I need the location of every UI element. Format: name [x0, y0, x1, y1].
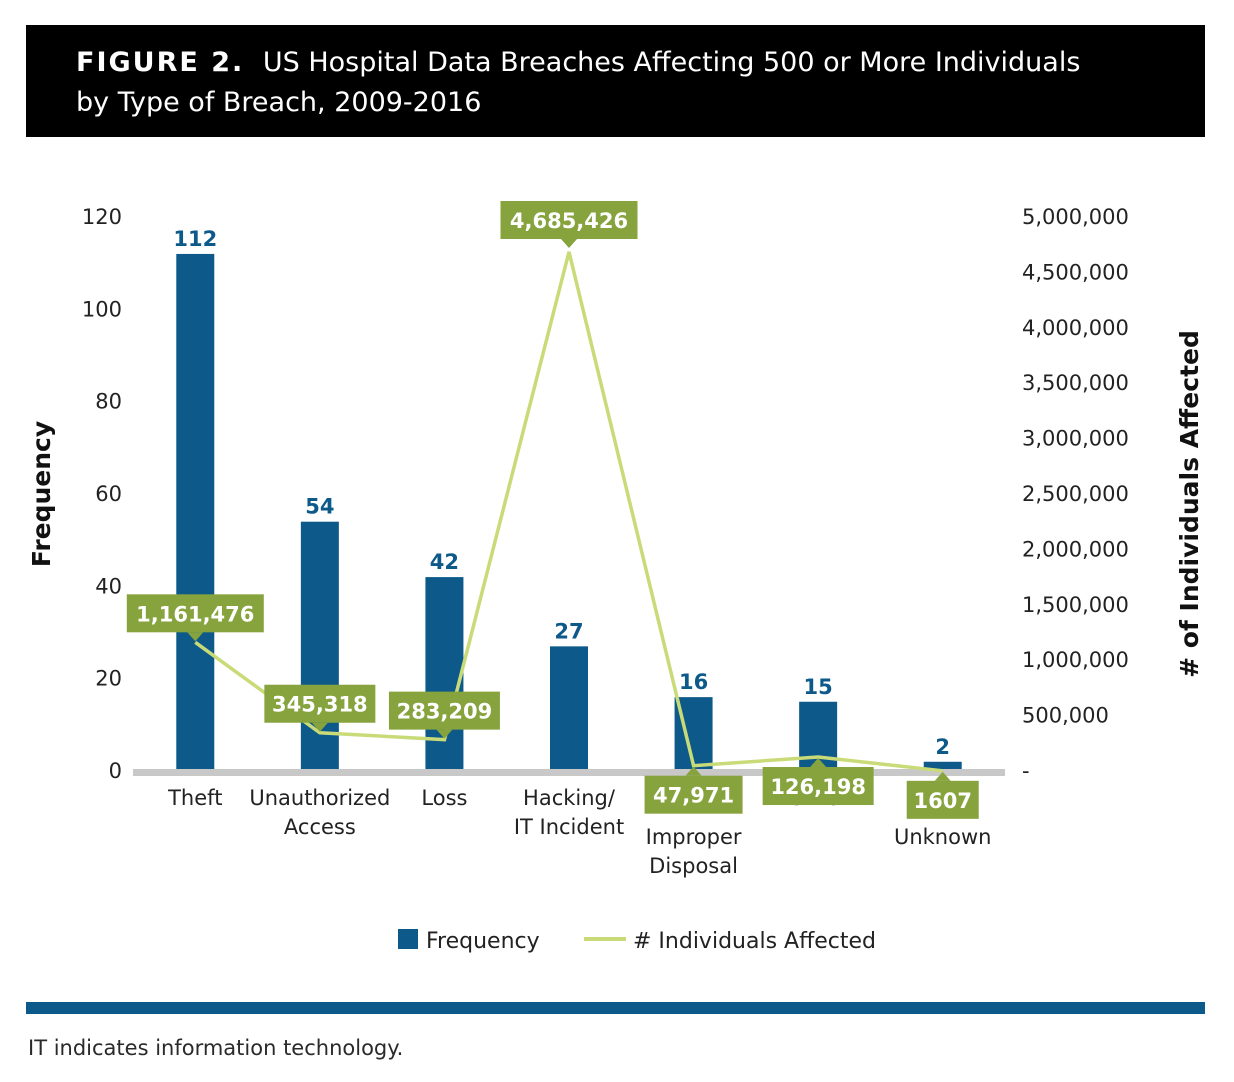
- legend-frequency-swatch: [398, 929, 418, 949]
- right-axis-title: # of Individuals Affected: [1175, 330, 1204, 678]
- individuals-data-label: 283,209: [397, 700, 493, 724]
- category-label: Hacking/: [523, 786, 616, 810]
- frequency-data-label: 15: [804, 675, 833, 699]
- individuals-callout-box: [388, 691, 500, 730]
- category-label: Improper: [646, 825, 742, 849]
- legend-frequency-label: Frequency: [426, 929, 540, 954]
- individuals-affected-line: [194, 251, 943, 773]
- individuals-callout-box: [644, 775, 743, 814]
- left-axis-tick-label: 0: [109, 759, 122, 783]
- individuals-data-label: 345,318: [272, 693, 368, 717]
- figure-label: FIGURE 2.: [76, 47, 245, 78]
- footnote: IT indicates information technology.: [28, 1036, 404, 1060]
- frequency-bar: [425, 577, 464, 771]
- frequency-data-label: 16: [679, 670, 708, 694]
- frequency-bar: [550, 646, 588, 771]
- figure-title-continued: by Type of Breach, 2009-2016: [76, 87, 482, 118]
- x-axis-baseline: [133, 769, 1005, 776]
- category-label: Loss: [421, 786, 467, 810]
- frequency-bar: [176, 253, 215, 771]
- right-axis-tick-label: -: [1022, 759, 1030, 783]
- bottom-rule: [26, 1002, 1205, 1014]
- right-axis-tick-label: 1,500,000: [1022, 593, 1129, 617]
- right-axis-tick-label: 4,500,000: [1022, 260, 1129, 284]
- left-axis-tick-label: 20: [95, 667, 122, 691]
- right-axis-tick-label: 1,000,000: [1022, 648, 1129, 672]
- individuals-callout-pointer: [561, 239, 577, 248]
- frequency-data-label: 54: [305, 495, 334, 519]
- individuals-callout-box: [264, 684, 376, 723]
- figure-header: FIGURE 2. US Hospital Data Breaches Affe…: [26, 25, 1205, 137]
- frequency-data-label: 27: [554, 619, 583, 643]
- frequency-data-label: 2: [935, 735, 950, 759]
- category-label: Theft: [167, 786, 222, 810]
- left-axis-tick-label: 100: [82, 297, 122, 321]
- individuals-callout-pointer: [810, 758, 827, 768]
- left-axis-tick-label: 40: [95, 574, 122, 598]
- individuals-callout-box: [906, 780, 979, 819]
- individuals-data-label: 4,685,426: [510, 209, 628, 233]
- individuals-callout-box: [126, 594, 264, 633]
- figure-title: US Hospital Data Breaches Affecting 500 …: [262, 47, 1081, 78]
- frequency-data-label: 112: [173, 227, 217, 251]
- frequency-data-label: 42: [430, 550, 459, 574]
- individuals-data-label: 1607: [913, 789, 971, 813]
- individuals-callout-pointer: [934, 771, 951, 781]
- category-label: Access: [284, 815, 356, 839]
- frequency-bar: [923, 761, 962, 771]
- right-axis-tick-label: 2,000,000: [1022, 537, 1129, 561]
- right-axis-tick-label: 2,500,000: [1022, 482, 1129, 506]
- individuals-data-label: 47,971: [653, 784, 734, 808]
- individuals-data-label: 1,161,476: [136, 602, 254, 626]
- right-axis-tick-label: 4,000,000: [1022, 316, 1129, 340]
- left-axis-tick-label: 120: [82, 205, 122, 229]
- category-label: Unauthorized: [249, 786, 390, 810]
- category-label: Disposal: [649, 854, 738, 878]
- individuals-callout-pointer: [187, 632, 204, 642]
- category-label: Unknown: [894, 825, 991, 849]
- individuals-callout-pointer: [436, 729, 453, 739]
- individuals-callout-pointer: [311, 722, 328, 732]
- breach-chart: 0 20 40 60 80 100 120 - 500,000 1,000,000 1,500,00…: [27, 201, 1204, 954]
- category-label: IT Incident: [514, 815, 624, 839]
- right-axis-tick-label: 3,500,000: [1022, 371, 1129, 395]
- left-axis-title: Frequency: [27, 421, 56, 567]
- legend-individuals-label: # Individuals Affected: [633, 929, 876, 954]
- left-axis-tick-label: 60: [95, 482, 122, 506]
- left-axis-tick-label: 80: [95, 390, 122, 414]
- right-axis-tick-label: 3,000,000: [1022, 427, 1129, 451]
- individuals-callout-pointer: [685, 766, 702, 776]
- individuals-data-label: 126,198: [770, 775, 866, 799]
- individuals-callout-box: [762, 767, 874, 806]
- right-axis-tick-label: 500,000: [1022, 704, 1109, 728]
- right-axis-tick-label: 5,000,000: [1022, 205, 1129, 229]
- individuals-callout-box: [500, 201, 638, 239]
